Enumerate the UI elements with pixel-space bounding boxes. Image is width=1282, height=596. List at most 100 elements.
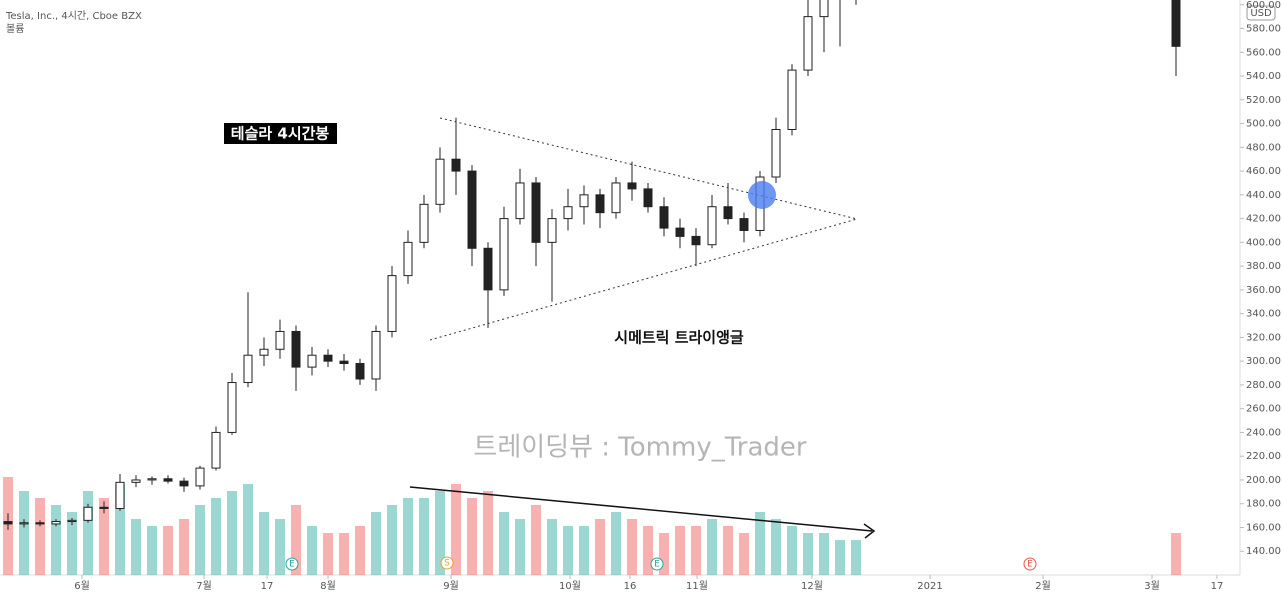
x-tick-label: 2월 <box>1035 580 1051 592</box>
volume-bar <box>115 484 125 575</box>
candle-body <box>819 0 829 18</box>
volume-bar <box>83 491 93 575</box>
y-tick-label: 260.00 <box>1246 404 1281 415</box>
y-tick-label: 400.00 <box>1246 237 1281 248</box>
candle-body <box>35 522 45 525</box>
event-marker <box>650 557 664 571</box>
volume-bar <box>595 519 605 575</box>
y-tick-label: 160.00 <box>1246 522 1281 533</box>
volume-bar <box>515 519 525 575</box>
volume-bar <box>131 519 141 575</box>
volume-bar <box>371 512 381 575</box>
volume-layer <box>3 477 1181 575</box>
volume-bar <box>835 540 845 575</box>
volume-bar <box>51 505 61 575</box>
volume-bar <box>627 519 637 575</box>
candle-body <box>163 478 173 482</box>
y-tick-label: 460.00 <box>1246 166 1281 177</box>
y-tick-label: 300.00 <box>1246 356 1281 367</box>
volume-bar <box>531 505 541 575</box>
candle-body <box>67 519 77 523</box>
x-tick-label: 7월 <box>196 580 212 592</box>
volume-bar <box>819 533 829 575</box>
x-tick-label: 3월 <box>1144 580 1160 592</box>
volume-bar <box>195 505 205 575</box>
event-label: E <box>654 560 660 570</box>
candle-body <box>723 206 733 220</box>
pattern-label: 시메트릭 트라이앵글 <box>614 329 744 347</box>
candle-layer <box>3 0 1181 530</box>
candle-body <box>483 247 493 291</box>
candle-body <box>451 158 461 172</box>
volume-bar <box>707 519 717 575</box>
y-tick-label: 220.00 <box>1246 451 1281 462</box>
y-tick-label: 200.00 <box>1246 475 1281 486</box>
y-tick-label: 540.00 <box>1246 71 1281 82</box>
y-tick-label: 520.00 <box>1246 95 1281 106</box>
volume-bar <box>435 491 445 575</box>
candle-body <box>51 521 61 525</box>
volume-bar <box>787 526 797 575</box>
candle-body <box>131 479 141 483</box>
x-tick-label: 16 <box>624 581 637 592</box>
candle-body <box>611 182 621 214</box>
volume-bar <box>803 533 813 575</box>
triangle-upper <box>439 117 858 220</box>
x-tick-label: 17 <box>1211 581 1224 592</box>
candle-body <box>339 360 349 365</box>
candle-body <box>115 481 125 509</box>
x-tick-label: 17 <box>261 581 274 592</box>
event-label: E <box>289 560 295 570</box>
volume-bar <box>499 512 509 575</box>
volume-bar <box>659 533 669 575</box>
volume-bar <box>691 526 701 575</box>
volume-bar <box>291 505 301 575</box>
volume-bar <box>579 526 589 575</box>
y-tick-label: 140.00 <box>1246 546 1281 557</box>
volume-bar <box>771 519 781 575</box>
candle-body <box>83 506 93 521</box>
volume-bar <box>259 512 269 575</box>
candle-body <box>515 182 525 220</box>
label-box <box>224 123 337 144</box>
candle-body <box>227 382 237 433</box>
candle-body <box>387 275 397 332</box>
volume-bar <box>483 491 493 575</box>
volume-bar <box>19 491 29 575</box>
candle-body <box>707 206 717 246</box>
candle-body <box>787 69 797 130</box>
candle-body <box>643 188 653 208</box>
drawings: 테슬라 4시간봉 시메트릭 트라이앵글 트레이딩뷰 : Tommy_Trader <box>224 117 876 539</box>
y-tick-label: 500.00 <box>1246 119 1281 130</box>
event-label: S <box>444 559 450 569</box>
volume-bar <box>211 498 221 575</box>
volume-bar <box>243 484 253 575</box>
y-tick-label: 320.00 <box>1246 332 1281 343</box>
volume-bar <box>611 512 621 575</box>
volume-bar <box>323 533 333 575</box>
candle-body <box>355 363 365 380</box>
x-tick-label: 10월 <box>559 580 581 592</box>
y-tick-label: 560.00 <box>1246 47 1281 58</box>
candle-body <box>531 182 541 243</box>
candle-body <box>803 16 813 71</box>
candle-body <box>147 478 157 481</box>
y-tick-label: 600.00 <box>1246 0 1281 11</box>
candle-body <box>467 170 477 249</box>
candle-body <box>675 227 685 237</box>
candle-body <box>435 158 445 205</box>
candle-body <box>211 431 221 469</box>
x-tick-label: 2021 <box>917 581 942 592</box>
arrow-head <box>863 523 876 539</box>
y-tick-label: 340.00 <box>1246 309 1281 320</box>
candle-body <box>1171 0 1181 47</box>
volume-bar <box>1171 533 1181 575</box>
candle-body <box>739 218 749 231</box>
y-tick-label: 380.00 <box>1246 261 1281 272</box>
candle-body <box>771 128 781 178</box>
volume-bar <box>67 512 77 575</box>
candle-body <box>579 194 589 208</box>
volume-bar <box>547 519 557 575</box>
